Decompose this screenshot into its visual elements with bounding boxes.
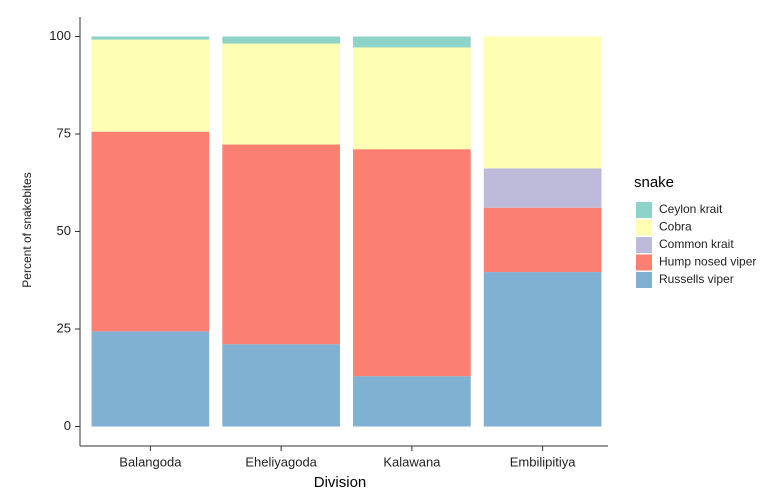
x-tick-label: Embilipitiya <box>510 454 577 469</box>
bar-segment <box>222 144 340 345</box>
legend-key <box>636 254 652 271</box>
legend-title: snake <box>634 174 674 191</box>
legend-label: Hump nosed viper <box>659 255 756 269</box>
legend-label: Common krait <box>659 237 734 251</box>
bar-segment <box>353 149 471 377</box>
bar-segment <box>91 39 210 132</box>
y-tick-label: 50 <box>57 223 71 238</box>
bar-segment <box>353 47 471 150</box>
y-tick-label: 100 <box>49 28 71 43</box>
legend-label: Cobra <box>659 220 692 234</box>
x-tick-label: Balangoda <box>119 454 182 469</box>
x-tick-label: Eheliyagoda <box>245 454 317 469</box>
y-axis-title: Percent of snakebites <box>20 172 34 287</box>
bar-segment <box>91 36 210 40</box>
bar-segment <box>483 272 602 427</box>
bar-segment <box>483 36 602 169</box>
bar-segment <box>222 43 340 145</box>
bar-segment <box>483 207 602 273</box>
bar-segment <box>483 168 602 208</box>
bar-segment <box>353 376 471 427</box>
bar-segment <box>91 131 210 332</box>
y-tick-label: 25 <box>57 320 71 335</box>
legend-key <box>636 202 652 218</box>
legend-key <box>636 237 652 253</box>
legend-key <box>636 219 652 236</box>
x-tick-label: Kalawana <box>383 454 441 469</box>
legend-label: Russells viper <box>659 272 734 286</box>
bar-segment <box>222 344 340 427</box>
legend-key <box>636 272 652 288</box>
x-axis-title: Division <box>314 474 367 491</box>
y-tick-label: 75 <box>57 125 71 140</box>
bar-segment <box>91 331 210 427</box>
bar-segment <box>353 36 471 48</box>
bar-segment <box>222 36 340 44</box>
legend-label: Ceylon krait <box>659 202 723 216</box>
y-tick-label: 0 <box>64 418 71 433</box>
